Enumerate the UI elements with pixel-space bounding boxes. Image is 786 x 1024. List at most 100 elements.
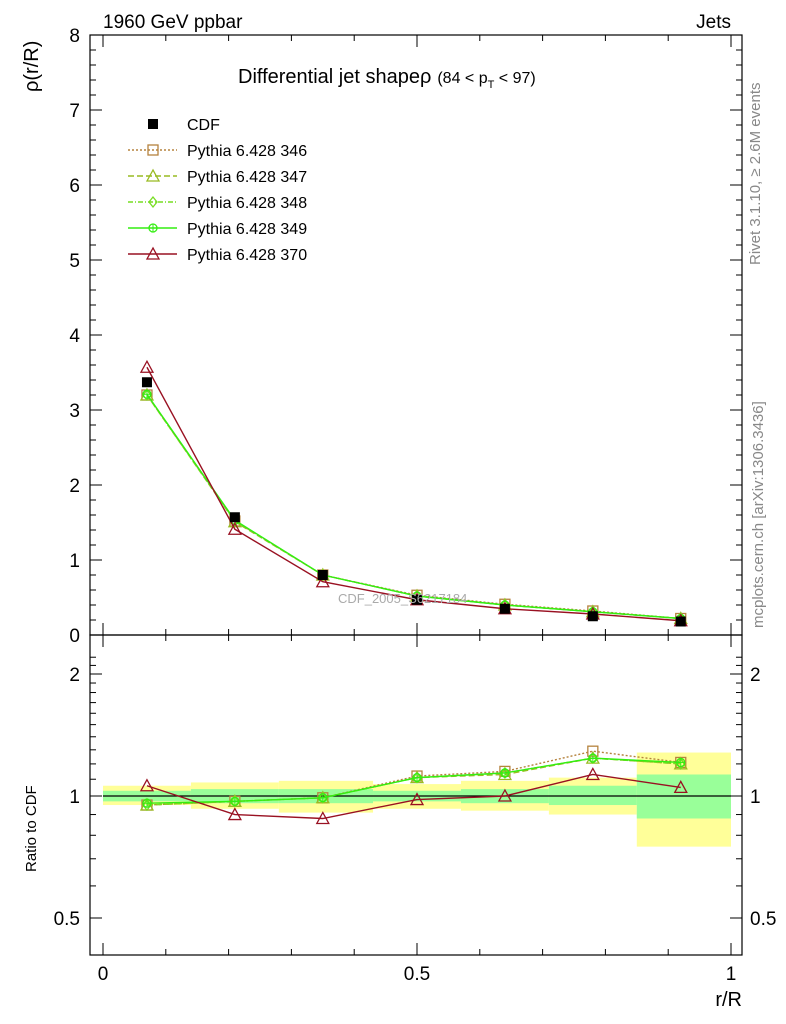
ratio-data-point bbox=[588, 752, 598, 765]
ratio-y-tick-label-right: 0.5 bbox=[750, 909, 776, 930]
ratio-data-point bbox=[497, 788, 513, 802]
data-point bbox=[412, 594, 422, 605]
y-tick-label: 7 bbox=[69, 101, 80, 122]
ratio-data-point bbox=[139, 778, 155, 792]
plot-title: Differential jet shapeρ (84 < pT < 97) bbox=[238, 66, 536, 91]
legend-entry: Pythia 6.428 347 bbox=[128, 168, 307, 186]
series-line bbox=[146, 394, 681, 620]
data-point bbox=[227, 521, 242, 535]
legend-marker bbox=[148, 195, 158, 209]
ratio-y-tick-label-right: 2 bbox=[750, 665, 761, 686]
ratio-y-tick-label: 0.5 bbox=[54, 909, 80, 930]
legend-marker bbox=[145, 246, 161, 260]
ratio-data-point bbox=[230, 796, 240, 807]
x-axis-label: r/R bbox=[715, 989, 742, 1011]
ratio-data-point bbox=[585, 767, 600, 781]
legend-label: Pythia 6.428 370 bbox=[187, 247, 307, 264]
legend-entry: Pythia 6.428 348 bbox=[128, 195, 307, 212]
mcplots-label: mcplots.cern.ch [arXiv:1306.3436] bbox=[750, 401, 767, 628]
ratio-panel: 0.5 0.5 1 1 2 2 bbox=[54, 634, 776, 956]
ratio-data-point bbox=[318, 793, 328, 803]
ratio-data-point bbox=[142, 798, 152, 808]
data-point bbox=[229, 512, 240, 523]
legend-marker bbox=[148, 223, 158, 233]
y-tick-label: 8 bbox=[69, 26, 80, 47]
x-tick-label: 0.5 bbox=[404, 964, 430, 985]
legend-entry: CDF bbox=[148, 117, 220, 134]
ratio-data-point bbox=[412, 772, 422, 783]
legend-entry: Pythia 6.428 346 bbox=[128, 143, 307, 160]
x-ticks: 0 0.5 1 bbox=[98, 35, 737, 985]
data-point bbox=[139, 359, 155, 373]
ratio-data-point bbox=[317, 791, 328, 804]
series-line bbox=[146, 394, 681, 620]
title-cut-close: < 97) bbox=[494, 70, 535, 87]
series-cdf bbox=[141, 377, 686, 627]
ratio-series-pythia-6-428-349 bbox=[142, 753, 686, 808]
y-tick-label: 4 bbox=[69, 326, 80, 347]
y-tick-label: 1 bbox=[69, 551, 80, 572]
ratio-y-tick-label-right: 1 bbox=[750, 787, 761, 808]
ratio-data-point bbox=[315, 811, 330, 825]
title-cut-open: (84 < p bbox=[437, 70, 487, 87]
legend-label: Pythia 6.428 349 bbox=[187, 221, 307, 238]
legend-label: Pythia 6.428 347 bbox=[187, 169, 307, 186]
rivet-label: Rivet 3.1.10, ≥ 2.6M events bbox=[747, 83, 764, 266]
ratio-data-point bbox=[500, 768, 510, 778]
y-tick-label: 5 bbox=[69, 251, 80, 272]
series-line bbox=[146, 394, 681, 620]
data-point bbox=[141, 377, 152, 388]
main-series bbox=[139, 359, 688, 627]
ratio-data-point bbox=[676, 757, 686, 768]
y-tick-label: 3 bbox=[69, 401, 80, 422]
data-point bbox=[587, 611, 598, 622]
legend-marker bbox=[148, 119, 158, 129]
y-axis-label-ratio: Ratio to CDF bbox=[23, 785, 40, 872]
ratio-y-tick-label: 1 bbox=[69, 787, 80, 808]
series-pythia-6-428-346 bbox=[141, 389, 687, 625]
x-tick-label: 0 bbox=[98, 964, 109, 985]
title-cut-sub: T bbox=[488, 79, 495, 91]
legend-marker bbox=[147, 144, 159, 156]
legend-marker bbox=[145, 168, 161, 182]
main-y-ticks: 0 1 2 3 4 5 6 7 8 bbox=[69, 26, 742, 647]
legend-label: Pythia 6.428 348 bbox=[187, 195, 307, 212]
ratio-data-point bbox=[588, 753, 598, 763]
band-inner bbox=[548, 785, 637, 806]
ratio-series bbox=[139, 745, 688, 825]
data-point bbox=[675, 616, 686, 627]
title-main: Differential jet shapeρ bbox=[238, 66, 431, 88]
data-point bbox=[142, 388, 152, 402]
legend: CDF Pythia 6.428 346 Pythia 6.428 347 Pythi… bbox=[128, 117, 307, 264]
header-right: Jets bbox=[696, 12, 731, 33]
ratio-y-ticks: 0.5 0.5 1 1 2 2 bbox=[54, 656, 776, 930]
data-point bbox=[499, 603, 510, 614]
main-panel: 0 1 2 3 4 5 6 7 8 bbox=[69, 26, 743, 647]
series-line bbox=[146, 393, 681, 620]
ratio-series-pythia-6-428-370 bbox=[139, 767, 688, 825]
watermark: CDF_2005_S6217184 bbox=[338, 591, 467, 606]
y-axis-label-main: ρ(r/R) bbox=[21, 41, 43, 92]
legend-label: CDF bbox=[187, 117, 220, 134]
series-line bbox=[146, 366, 681, 622]
ratio-frame bbox=[89, 634, 743, 956]
ratio-data-point bbox=[230, 795, 240, 808]
ratio-y-tick-label: 2 bbox=[69, 665, 80, 686]
ratio-data-point bbox=[409, 792, 425, 806]
x-tick-label: 1 bbox=[726, 964, 737, 985]
ratio-data-point bbox=[673, 780, 688, 794]
data-point bbox=[315, 574, 330, 588]
y-tick-label: 6 bbox=[69, 176, 80, 197]
ratio-series-line bbox=[146, 773, 681, 820]
data-point bbox=[142, 389, 152, 399]
ratio-data-point bbox=[412, 771, 422, 784]
legend-label: Pythia 6.428 346 bbox=[187, 143, 307, 160]
legend-entry: Pythia 6.428 349 bbox=[128, 221, 307, 238]
legend-entry: Pythia 6.428 370 bbox=[128, 246, 307, 264]
y-tick-label: 2 bbox=[69, 476, 80, 497]
data-point bbox=[317, 570, 328, 580]
ratio-data-point bbox=[227, 807, 242, 821]
header-left: 1960 GeV ppbar bbox=[103, 12, 243, 33]
ratio-data-point bbox=[500, 766, 510, 779]
